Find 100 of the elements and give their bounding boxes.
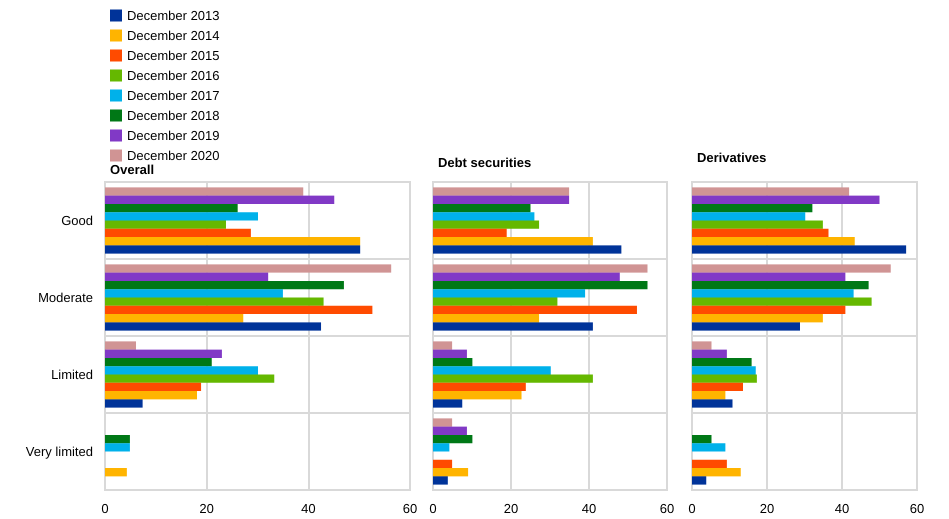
bar bbox=[105, 358, 212, 366]
bar bbox=[433, 374, 593, 383]
bar bbox=[105, 272, 268, 281]
x-tick-label: 40 bbox=[582, 501, 596, 516]
bar bbox=[692, 280, 869, 290]
bar bbox=[433, 476, 448, 485]
bar bbox=[433, 306, 637, 314]
bar bbox=[105, 366, 258, 374]
legend-label: December 2017 bbox=[127, 88, 220, 103]
bar bbox=[692, 237, 855, 246]
bar bbox=[433, 443, 450, 452]
y-tick-label: Good bbox=[61, 213, 93, 228]
bar bbox=[692, 391, 726, 400]
bar bbox=[105, 468, 127, 476]
bar bbox=[692, 264, 891, 273]
bar bbox=[433, 245, 622, 254]
bar bbox=[105, 374, 274, 383]
bar bbox=[433, 434, 472, 444]
x-tick-label: 20 bbox=[199, 501, 214, 516]
bar bbox=[692, 341, 712, 350]
y-tick-label: Limited bbox=[51, 367, 93, 382]
bar bbox=[692, 272, 846, 281]
bar bbox=[692, 306, 846, 314]
legend-label: December 2014 bbox=[127, 28, 220, 43]
bar bbox=[692, 187, 850, 196]
bar bbox=[105, 237, 360, 246]
bar bbox=[433, 350, 467, 358]
bar bbox=[433, 468, 468, 476]
bar bbox=[692, 460, 727, 468]
bar bbox=[692, 468, 741, 476]
bar bbox=[692, 196, 880, 204]
bar bbox=[692, 382, 743, 392]
x-tick-label: 0 bbox=[688, 501, 696, 516]
x-tick-label: 0 bbox=[429, 501, 437, 516]
bar bbox=[433, 220, 540, 229]
legend-label: December 2015 bbox=[127, 48, 220, 63]
bar bbox=[433, 341, 452, 350]
bar bbox=[692, 358, 752, 366]
x-tick-label: 60 bbox=[660, 501, 674, 516]
chart-title: Overall bbox=[110, 162, 154, 177]
bar bbox=[433, 298, 558, 306]
bar bbox=[433, 196, 570, 204]
x-tick-label: 60 bbox=[910, 501, 924, 516]
chart-title: Debt securities bbox=[438, 155, 532, 170]
bar bbox=[105, 289, 283, 298]
bar bbox=[692, 322, 800, 331]
bar bbox=[433, 366, 551, 374]
bar bbox=[105, 306, 372, 314]
legend-label: December 2019 bbox=[127, 128, 220, 143]
bar bbox=[692, 350, 727, 358]
bar bbox=[433, 212, 534, 220]
bar bbox=[692, 434, 712, 444]
bar bbox=[105, 434, 130, 444]
bar bbox=[692, 212, 806, 220]
bar bbox=[692, 220, 823, 229]
x-tick-label: 20 bbox=[504, 501, 518, 516]
bar bbox=[692, 245, 906, 254]
bar bbox=[105, 220, 226, 229]
x-tick-label: 40 bbox=[301, 501, 316, 516]
bar bbox=[105, 350, 222, 358]
bar bbox=[433, 280, 648, 290]
bar bbox=[433, 264, 648, 273]
bar bbox=[692, 298, 872, 306]
x-tick-label: 0 bbox=[101, 501, 109, 516]
bar bbox=[692, 443, 726, 452]
bar bbox=[105, 212, 258, 220]
bar bbox=[105, 314, 244, 322]
bar bbox=[433, 382, 526, 392]
bar bbox=[433, 228, 507, 238]
bar bbox=[105, 322, 322, 331]
bar bbox=[433, 272, 620, 281]
bar bbox=[433, 460, 452, 468]
chart-title: Derivatives bbox=[697, 150, 766, 165]
bar bbox=[692, 289, 854, 298]
bar bbox=[105, 264, 392, 273]
bar bbox=[105, 280, 344, 290]
x-tick-label: 60 bbox=[402, 501, 418, 516]
bar bbox=[105, 204, 238, 212]
bar bbox=[105, 196, 334, 204]
bar bbox=[105, 245, 360, 254]
bar bbox=[433, 426, 467, 435]
bar bbox=[105, 228, 251, 238]
bar bbox=[433, 204, 530, 212]
bar bbox=[692, 399, 732, 408]
bar bbox=[433, 322, 593, 331]
bar bbox=[105, 443, 130, 452]
bar bbox=[692, 476, 706, 485]
x-tick-label: 40 bbox=[834, 501, 850, 516]
y-tick-label: Moderate bbox=[38, 290, 93, 305]
bar bbox=[692, 314, 823, 322]
bar bbox=[105, 382, 202, 392]
bar bbox=[105, 399, 143, 408]
x-tick-label: 20 bbox=[760, 501, 774, 516]
bar bbox=[692, 366, 756, 374]
legend-label: December 2018 bbox=[127, 108, 220, 123]
bar bbox=[692, 204, 812, 212]
bar bbox=[692, 228, 828, 238]
bar bbox=[433, 237, 593, 246]
bar bbox=[433, 314, 540, 322]
bar bbox=[433, 289, 586, 298]
